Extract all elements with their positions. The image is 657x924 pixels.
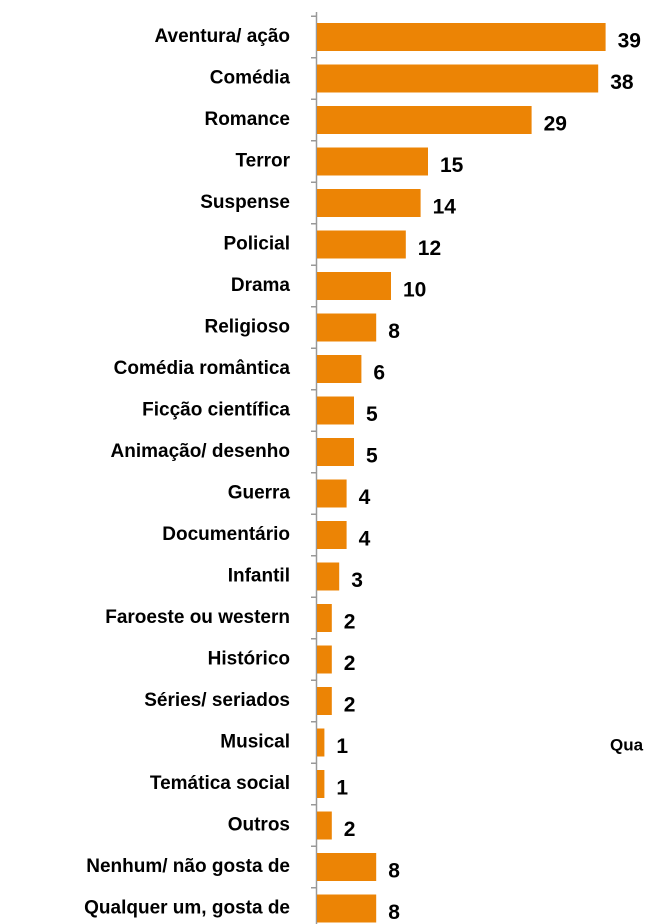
bar xyxy=(317,106,532,134)
bar xyxy=(317,479,347,508)
category-label: Séries/ seriados xyxy=(144,690,290,711)
bar xyxy=(317,645,332,674)
category-label: Faroeste ou western xyxy=(105,607,290,628)
bar xyxy=(317,147,428,176)
bar xyxy=(317,64,599,93)
category-label: Drama xyxy=(231,275,291,296)
bar xyxy=(317,521,347,549)
category-label: Histórico xyxy=(208,649,290,670)
value-label: 39 xyxy=(618,30,641,53)
bar xyxy=(317,853,377,881)
bar xyxy=(317,396,354,425)
bar xyxy=(317,272,391,300)
value-label: 4 xyxy=(359,486,371,509)
category-label: Documentário xyxy=(162,524,290,545)
bar xyxy=(317,438,354,466)
value-label: 2 xyxy=(344,694,356,717)
category-label: Ficção científica xyxy=(142,400,290,421)
bar xyxy=(317,23,606,51)
category-label: Animação/ desenho xyxy=(111,441,291,462)
value-label: 2 xyxy=(344,818,356,841)
bar xyxy=(317,811,332,840)
bar xyxy=(317,604,332,632)
bar xyxy=(317,894,377,923)
bar xyxy=(317,687,332,715)
value-label: 4 xyxy=(359,528,371,551)
bar xyxy=(317,230,406,259)
annotation: Qua xyxy=(610,735,644,754)
value-label: 2 xyxy=(344,652,356,675)
category-label: Infantil xyxy=(228,566,290,587)
category-label: Comédia xyxy=(210,68,291,89)
value-label: 2 xyxy=(344,611,356,634)
category-label: Policial xyxy=(223,234,290,255)
bar xyxy=(317,189,421,217)
value-label: 14 xyxy=(433,196,457,219)
bar xyxy=(317,355,362,383)
category-label: Romance xyxy=(204,109,290,130)
value-label: 5 xyxy=(366,445,378,468)
value-label: 1 xyxy=(336,777,348,800)
category-label: Suspense xyxy=(200,192,290,213)
category-label: Qualquer um, gosta de xyxy=(84,898,290,919)
category-label: Temática social xyxy=(150,773,290,794)
bar xyxy=(317,728,325,757)
value-label: 8 xyxy=(388,320,400,343)
bar xyxy=(317,562,340,591)
value-label: 15 xyxy=(440,154,464,177)
value-label: 10 xyxy=(403,279,426,302)
value-label: 12 xyxy=(418,237,441,260)
category-label: Terror xyxy=(235,151,290,172)
category-label: Musical xyxy=(220,732,290,753)
value-label: 8 xyxy=(388,860,400,883)
bar xyxy=(317,770,325,798)
value-label: 5 xyxy=(366,403,378,426)
category-label: Religioso xyxy=(204,317,290,338)
value-label: 3 xyxy=(351,569,363,592)
category-label: Guerra xyxy=(228,483,291,504)
value-label: 1 xyxy=(336,735,348,758)
value-label: 8 xyxy=(388,901,400,924)
category-label: Comédia romântica xyxy=(114,358,291,379)
category-label: Aventura/ ação xyxy=(154,26,290,47)
value-label: 6 xyxy=(373,362,385,385)
value-label: 38 xyxy=(610,71,634,94)
category-label: Outros xyxy=(228,815,290,836)
value-label: 29 xyxy=(544,113,567,136)
bar xyxy=(317,313,377,342)
category-label: Nenhum/ não gosta de xyxy=(86,856,290,877)
